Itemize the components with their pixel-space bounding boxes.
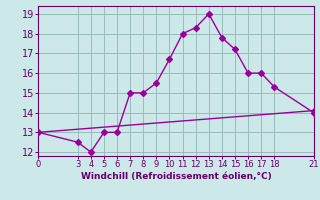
X-axis label: Windchill (Refroidissement éolien,°C): Windchill (Refroidissement éolien,°C) [81, 172, 271, 181]
